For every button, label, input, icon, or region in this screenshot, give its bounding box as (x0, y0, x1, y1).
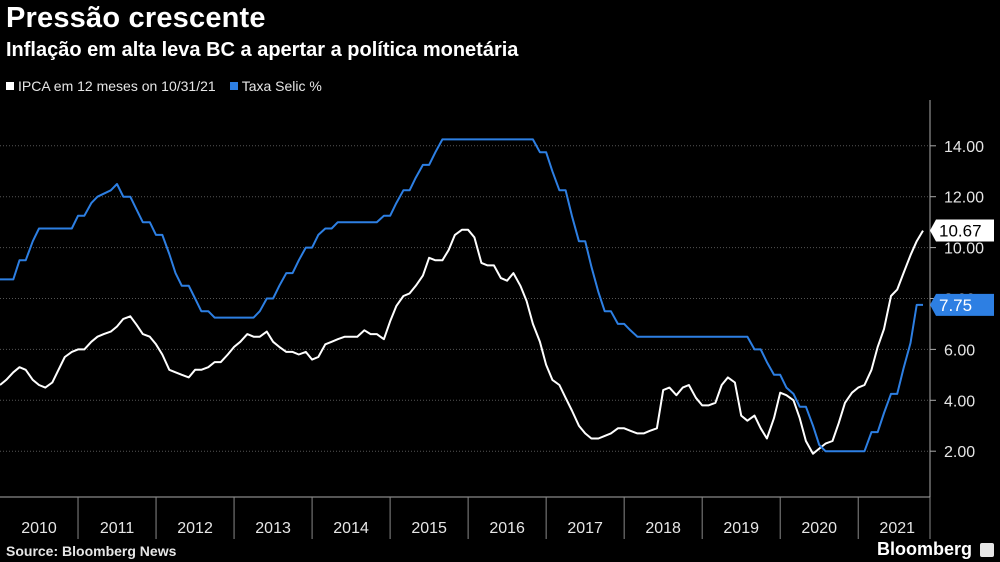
x-tick-label: 2011 (100, 520, 135, 537)
x-tick-label: 2015 (411, 520, 447, 537)
y-tick-label: 4.00 (944, 393, 975, 410)
chart-subtitle: Inflação em alta leva BC a apertar a pol… (6, 39, 519, 61)
brand-logo: Bloomberg (876, 539, 972, 559)
series-line-ipca (0, 228, 924, 455)
last-value-label-selic: 7.75 (939, 296, 972, 315)
legend-label-ipca: IPCA em 12 meses on 10/31/21 (18, 78, 216, 94)
last-value-badge-ipca (930, 219, 994, 242)
share-icon[interactable] (980, 543, 994, 557)
x-tick-label: 2012 (177, 520, 213, 537)
series-line-selic (0, 138, 923, 453)
x-tick-label: 2019 (723, 520, 759, 537)
last-value-badge-selic (930, 293, 994, 316)
x-tick-label: 2014 (333, 520, 369, 537)
y-tick-label: 12.00 (944, 190, 984, 207)
last-value-label-ipca: 10.67 (939, 222, 982, 241)
y-tick-label: 6.00 (944, 342, 975, 359)
x-tick-label: 2018 (645, 520, 681, 537)
x-tick-label: 2010 (21, 520, 57, 537)
legend-item-selic: Taxa Selic % (229, 78, 322, 94)
x-tick-label: 2021 (879, 520, 915, 537)
x-tick-label: 2013 (255, 520, 291, 537)
x-tick-label: 2017 (567, 520, 603, 537)
legend: IPCA em 12 meses on 10/31/21 Taxa Selic … (6, 78, 322, 94)
source-note: Source: Bloomberg News (6, 543, 177, 559)
y-tick-label: 14.00 (944, 139, 984, 156)
legend-label-selic: Taxa Selic % (241, 78, 322, 94)
legend-swatch-ipca (6, 82, 14, 90)
y-tick-label: 10.00 (944, 241, 984, 258)
chart-title: Pressão crescente (6, 2, 266, 34)
legend-swatch-selic (229, 82, 238, 90)
legend-item-ipca: IPCA em 12 meses on 10/31/21 (6, 78, 216, 94)
x-tick-label: 2020 (801, 520, 837, 537)
x-tick-label: 2016 (489, 520, 525, 537)
y-tick-label: 2.00 (944, 444, 975, 461)
